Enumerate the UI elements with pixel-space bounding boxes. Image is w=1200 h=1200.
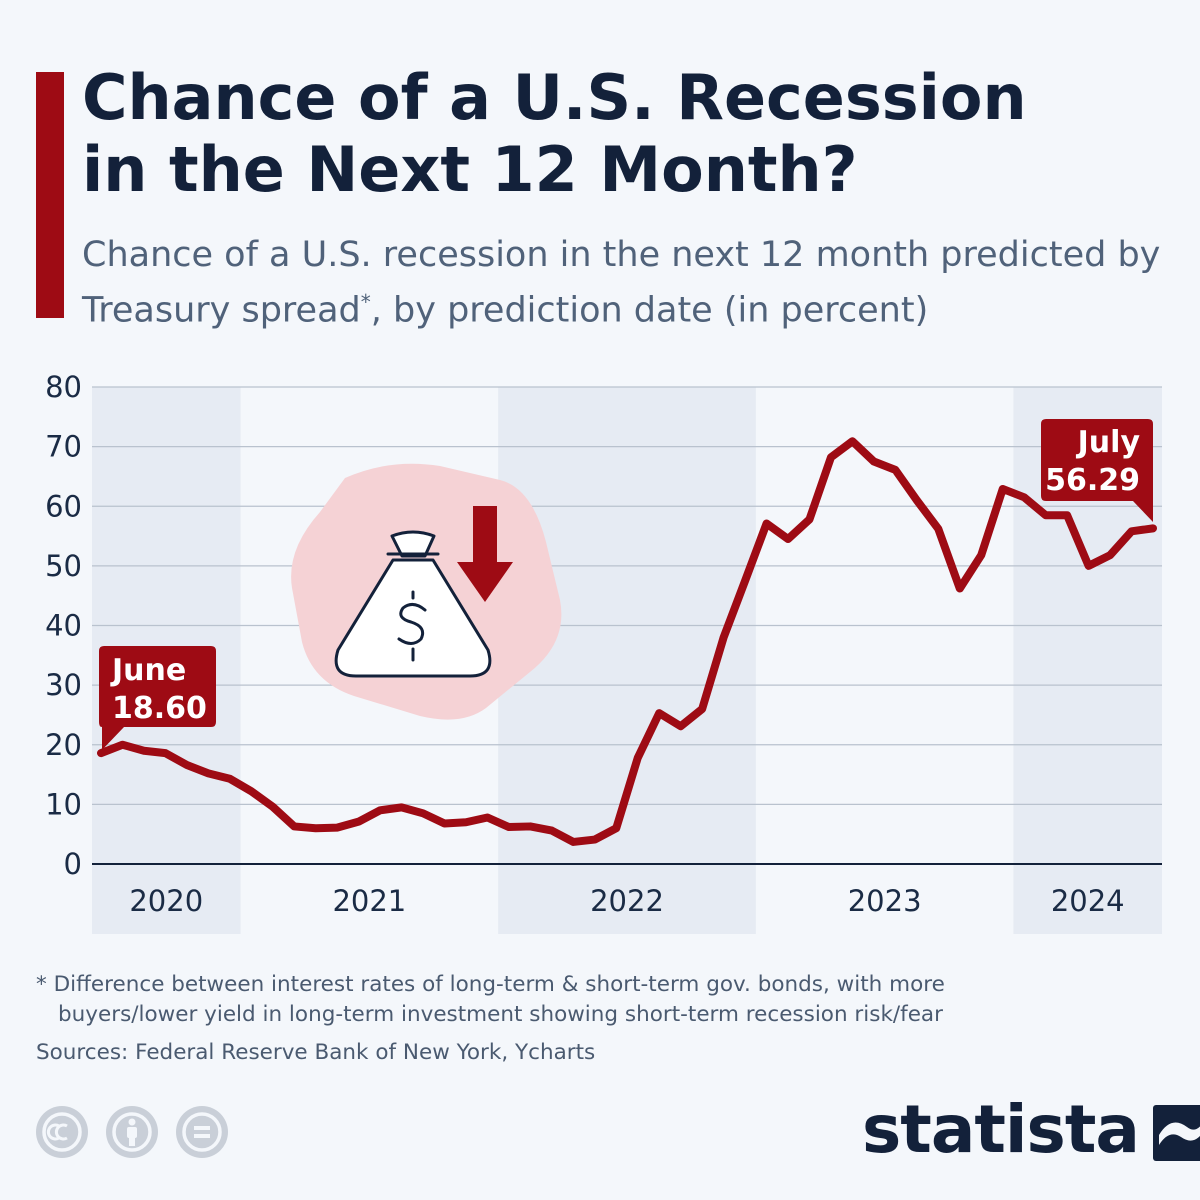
callout-june-label: June [110, 653, 186, 688]
y-tick-label-20: 20 [45, 728, 82, 762]
x-tick-label-2022: 2022 [590, 884, 664, 918]
callout-june: June 18.60 [99, 646, 216, 750]
source-note: Sources: Federal Reserve Bank of New Yor… [36, 1040, 596, 1065]
x-tick-label-2021: 2021 [332, 884, 406, 918]
callout-july-label: July [1076, 425, 1141, 460]
y-tick-label-80: 80 [45, 370, 82, 404]
x-tick-label-2024: 2024 [1051, 884, 1125, 918]
license-icons [36, 1106, 228, 1158]
statista-brand[interactable]: statista [862, 1090, 1200, 1170]
money-bag-icon [334, 530, 492, 678]
subtitle-part-2: , by prediction date (in percent) [370, 290, 929, 331]
callout-june-value: 18.60 [112, 691, 207, 726]
title-accent-bar [36, 72, 64, 318]
x-tick-label-2023: 2023 [848, 884, 922, 918]
title-line-2: in the Next 12 Month? [82, 133, 858, 206]
y-tick-label-0: 0 [64, 847, 82, 881]
year-bands [92, 387, 1162, 934]
y-axis: 0 10 20 30 40 50 60 70 80 [45, 370, 82, 881]
down-arrow-icon [457, 506, 513, 602]
y-tick-label-50: 50 [45, 549, 82, 583]
cc-icon[interactable] [36, 1106, 88, 1158]
footnote-line-2: buyers/lower yield in long-term investme… [58, 1002, 943, 1027]
by-icon[interactable] [106, 1106, 158, 1158]
line-chart: 0 10 20 30 40 50 60 70 80 2020 2021 2022 2023 2024 J… [45, 370, 1162, 934]
callout-june-box [99, 646, 216, 750]
money-bag-illustration [291, 463, 562, 720]
subtitle-footnote-mark: * [360, 290, 371, 314]
footnote: * Difference between interest rates of l… [36, 970, 1046, 1030]
footnote-line-1: * Difference between interest rates of l… [36, 972, 945, 997]
x-axis: 2020 2021 2022 2023 2024 [129, 884, 1124, 918]
nd-icon[interactable] [176, 1106, 228, 1158]
subtitle-part-1: Chance of a U.S. recession in the next 1… [82, 235, 1161, 331]
y-tick-label-60: 60 [45, 489, 82, 523]
x-tick-label-2020: 2020 [129, 884, 203, 918]
series-line [97, 437, 1157, 846]
title-line-1: Chance of a U.S. Recession [82, 61, 1027, 134]
y-tick-label-40: 40 [45, 609, 82, 643]
y-tick-label-30: 30 [45, 668, 82, 702]
statista-logo-icon [1152, 1105, 1200, 1161]
callout-july: July 56.29 [1041, 419, 1153, 522]
y-tick-label-70: 70 [45, 430, 82, 464]
callout-july-value: 56.29 [1045, 463, 1140, 498]
page-subtitle: Chance of a U.S. recession in the next 1… [82, 232, 1172, 335]
brand-name: statista [862, 1091, 1140, 1168]
y-tick-label-10: 10 [45, 787, 82, 821]
page-title: Chance of a U.S. Recession in the Next 1… [82, 62, 1162, 206]
callout-july-box [1041, 419, 1153, 522]
